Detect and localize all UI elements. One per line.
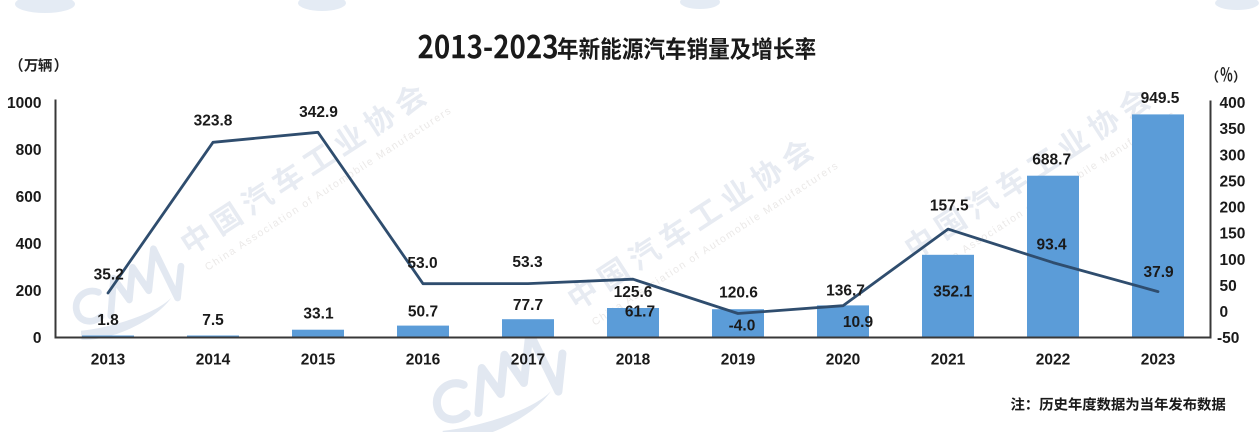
svg-text:53.3: 53.3: [512, 254, 543, 271]
svg-text:-4.0: -4.0: [729, 318, 756, 335]
svg-text:53.0: 53.0: [407, 255, 437, 272]
svg-text:2022: 2022: [1036, 351, 1070, 368]
svg-text:323.8: 323.8: [194, 113, 233, 130]
svg-text:0: 0: [1220, 304, 1229, 321]
svg-text:400: 400: [1220, 95, 1246, 112]
svg-text:2014: 2014: [196, 351, 231, 368]
svg-text:2016: 2016: [406, 351, 441, 368]
svg-text:1000: 1000: [7, 95, 41, 112]
svg-text:50: 50: [1220, 278, 1237, 295]
svg-text:350: 350: [1220, 121, 1246, 138]
svg-text:200: 200: [1220, 200, 1246, 217]
svg-text:688.7: 688.7: [1032, 152, 1071, 169]
svg-text:352.1: 352.1: [933, 283, 972, 300]
svg-text:93.4: 93.4: [1037, 237, 1068, 254]
svg-text:77.7: 77.7: [513, 297, 543, 314]
svg-text:33.1: 33.1: [303, 306, 334, 323]
svg-text:250: 250: [1220, 173, 1246, 190]
svg-text:800: 800: [16, 142, 42, 159]
svg-text:600: 600: [16, 189, 42, 206]
svg-text:1.8: 1.8: [97, 312, 119, 329]
svg-text:400: 400: [16, 236, 42, 253]
svg-text:35.2: 35.2: [94, 267, 124, 284]
svg-text:157.5: 157.5: [930, 198, 969, 215]
svg-text:2017: 2017: [511, 351, 545, 368]
svg-text:-50: -50: [1217, 330, 1239, 347]
svg-text:37.9: 37.9: [1144, 264, 1175, 281]
svg-text:2020: 2020: [826, 351, 860, 368]
svg-text:136.7: 136.7: [826, 283, 865, 300]
svg-text:949.5: 949.5: [1141, 90, 1180, 107]
svg-text:150: 150: [1220, 226, 1246, 243]
svg-text:2023: 2023: [1141, 351, 1176, 368]
svg-text:50.7: 50.7: [408, 303, 438, 320]
svg-text:100: 100: [1220, 252, 1246, 269]
svg-text:342.9: 342.9: [299, 104, 338, 121]
svg-text:120.6: 120.6: [719, 285, 758, 302]
svg-text:2018: 2018: [616, 351, 651, 368]
svg-text:0: 0: [33, 330, 42, 347]
svg-text:2019: 2019: [721, 351, 756, 368]
svg-text:7.5: 7.5: [202, 312, 224, 329]
svg-text:2021: 2021: [931, 351, 966, 368]
svg-text:300: 300: [1220, 147, 1246, 164]
svg-text:2013: 2013: [91, 351, 126, 368]
svg-text:2015: 2015: [301, 351, 336, 368]
svg-text:10.9: 10.9: [843, 314, 874, 331]
svg-text:125.6: 125.6: [614, 284, 653, 301]
svg-text:200: 200: [16, 283, 42, 300]
svg-text:61.7: 61.7: [625, 304, 655, 321]
